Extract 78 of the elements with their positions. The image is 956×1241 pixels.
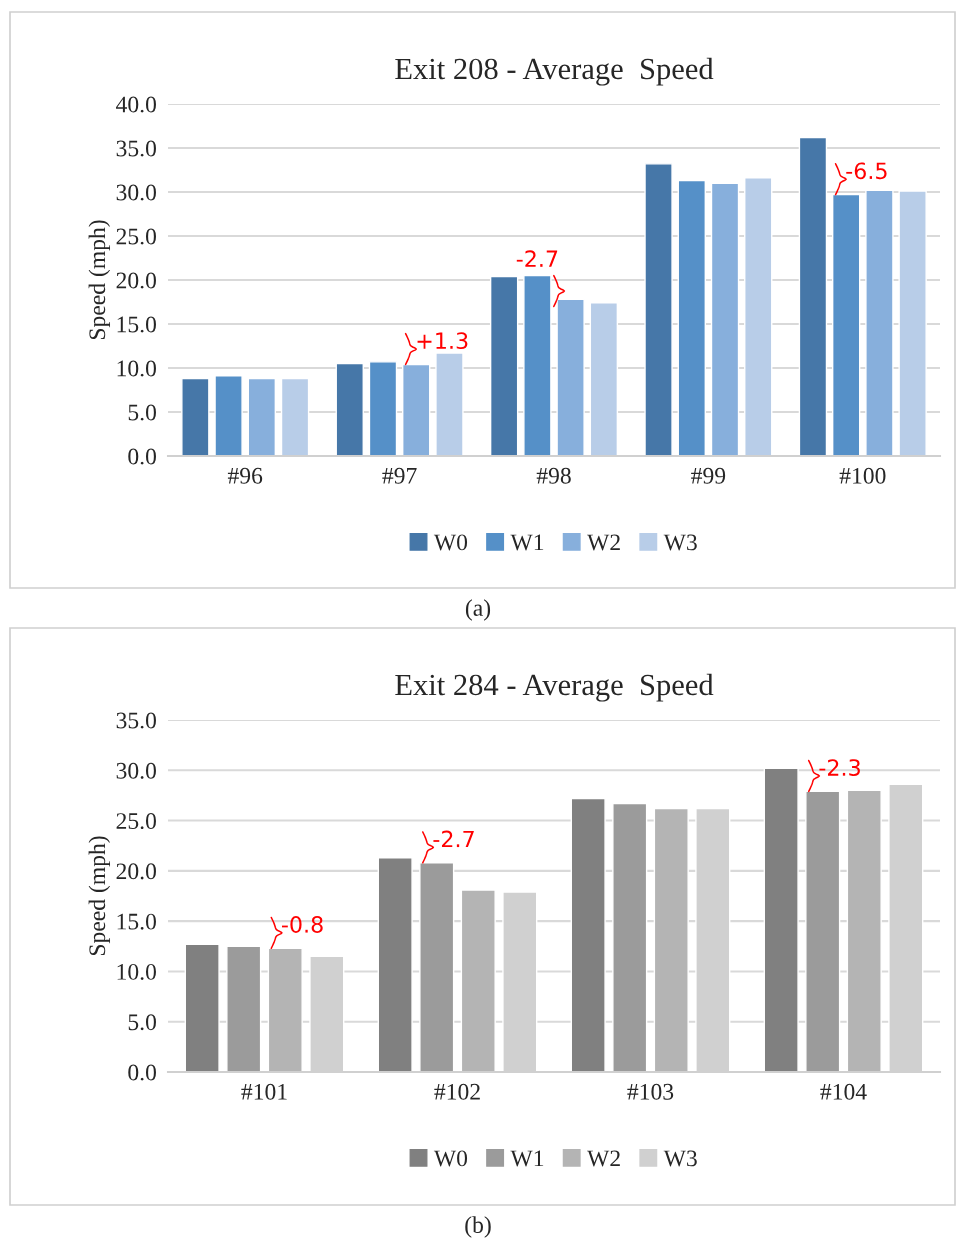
bar [612,802,648,1072]
legend-label: W3 [663,1150,697,1167]
annotation: -0.8 [281,916,323,933]
y-tick-label: 15.0 [117,913,156,930]
annotation: -6.5 [846,162,887,180]
annotation: -2.7 [433,830,474,848]
bar [798,136,828,456]
legend-label: W1 [510,1150,544,1167]
text: (a) [465,599,491,621]
y-tick-label: 10.0 [117,963,156,980]
bar [763,767,799,1072]
x-tick-label: #96 [227,467,263,484]
bar [653,807,689,1072]
legend-label: W1 [510,534,544,551]
legend-label: W2 [587,1150,620,1167]
bar [402,363,431,456]
x-tick-label: #97 [382,467,417,484]
x-tick-label: #100 [839,467,886,484]
bar [898,190,927,456]
bar [184,943,220,1072]
legend-label: W0 [433,1150,468,1167]
bar [805,790,841,1072]
text: (b) [465,1216,491,1238]
bar [710,182,740,456]
bar [489,275,519,456]
x-tick-label: #103 [627,1083,674,1100]
bar [335,362,364,456]
y-tick-label: 0.0 [128,448,156,465]
x-tick-label: #99 [691,467,726,484]
chart-title: Exit 284 - Average Speed [395,673,714,702]
y-tick-label: 0.0 [128,1064,156,1081]
legend-label: W2 [587,534,620,551]
bar [181,377,210,456]
bar [644,163,673,456]
legend-label: W3 [663,534,697,551]
y-tick-label: 35.0 [116,140,156,157]
y-axis-title: Speed (mph) [88,836,111,956]
y-tick-label: 35.0 [116,712,156,729]
x-tick-label: #98 [536,467,571,484]
annotation: -2.3 [819,759,860,776]
chart-title: Exit 208 - Average Speed [395,57,714,86]
bar [865,189,894,456]
x-tick-label: #102 [434,1083,480,1100]
legend-label: W0 [433,534,468,551]
y-tick-label: 5.0 [128,404,156,421]
bar [589,302,619,456]
y-tick-label: 10.0 [117,360,156,377]
y-tick-label: 30.0 [116,184,156,201]
bar [523,274,552,456]
y-tick-label: 5.0 [128,1014,156,1031]
y-tick-label: 40.0 [116,96,156,113]
bar [267,947,303,1072]
bar [226,945,262,1072]
bar [677,179,706,456]
y-tick-label: 20.0 [116,272,156,289]
y-axis-title: Speed (mph) [88,220,111,340]
bar [460,889,496,1072]
bar [214,375,243,456]
y-tick-label: 20.0 [116,863,156,880]
bar [247,377,277,456]
bar [280,377,310,456]
annotation: -2.7 [516,250,558,267]
bar [570,797,606,1072]
bar [368,361,398,456]
bar [831,193,861,456]
y-tick-label: 15.0 [117,316,156,333]
y-tick-label: 25.0 [116,813,156,830]
y-tick-label: 30.0 [116,762,156,779]
bar [435,352,464,456]
annotation: +1.3 [417,332,468,350]
bar [846,789,882,1072]
x-tick-label: #101 [241,1083,287,1100]
x-tick-label: #104 [820,1083,867,1100]
bar [556,298,585,456]
bar [744,177,773,456]
y-tick-label: 25.0 [116,228,156,245]
bar [377,857,413,1072]
bar [419,862,455,1072]
